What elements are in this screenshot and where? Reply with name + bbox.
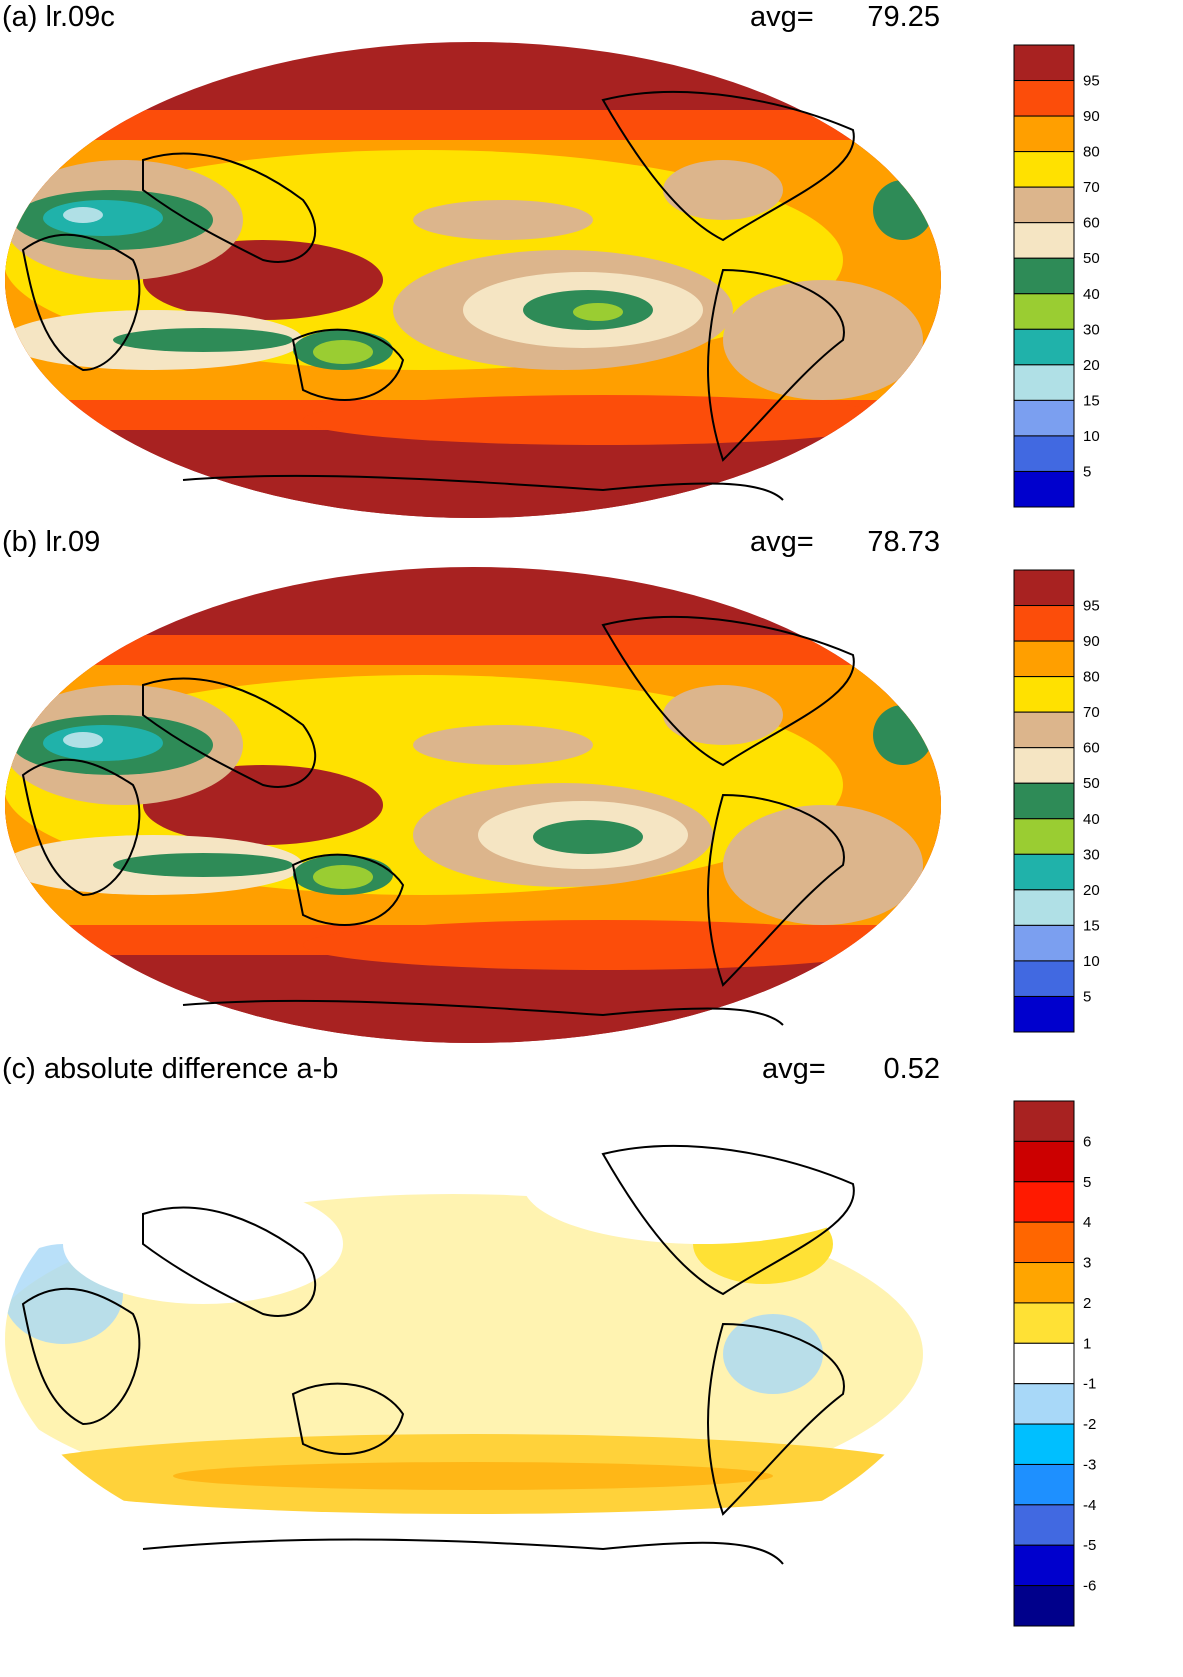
colorbar-tick-label: 50 (1083, 250, 1100, 267)
colorbar-tick-label: 30 (1083, 321, 1100, 338)
colorbar-tick-label: 70 (1083, 704, 1100, 721)
colorbar-tick-label: 90 (1083, 108, 1100, 125)
colorbar-swatch (1013, 782, 1075, 820)
colorbar-tick-label: 40 (1083, 286, 1100, 303)
colorbar-tick-label: -5 (1083, 1537, 1096, 1554)
colorbar-swatch (1013, 186, 1075, 224)
colorbar-tick-label: 5 (1083, 463, 1091, 480)
colorbar-swatch (1013, 399, 1075, 437)
colorbar-swatch (1013, 889, 1075, 926)
colorbar-swatch (1013, 1585, 1075, 1627)
colorbar-swatch (1013, 80, 1075, 117)
colorbar-swatch (1013, 1463, 1075, 1506)
colorbar-tick-label: 4 (1083, 1214, 1091, 1231)
colorbar-swatch (1013, 605, 1075, 642)
colorbar-swatch (1013, 1181, 1075, 1223)
colorbar-swatch (1013, 1504, 1075, 1546)
colorbar-tick-label: 1 (1083, 1335, 1091, 1352)
avg-value: 0.52 (883, 1053, 940, 1085)
colorbar-swatch (1013, 470, 1075, 508)
panel-c: (c) absolute difference a-b avg= 0.52 (0, 1052, 1183, 1677)
colorbar-swatch (1013, 995, 1075, 1033)
colorbar-swatch (1013, 293, 1075, 330)
colorbar-swatch (1013, 747, 1075, 784)
colorbar-swatch (1013, 1262, 1075, 1304)
colorbar-swatch (1013, 222, 1075, 259)
colorbar-tick-label: 95 (1083, 598, 1100, 615)
colorbar-swatch (1013, 676, 1075, 713)
colorbar-swatch (1013, 44, 1075, 82)
colorbar-swatch (1013, 569, 1075, 607)
colorbar-swatch (1013, 1100, 1075, 1142)
colorbar-tick-label: -1 (1083, 1376, 1096, 1393)
colorbar-swatch (1013, 435, 1075, 472)
colorbar-tick-label: 15 (1083, 917, 1100, 934)
colorbar-tick-label: 15 (1083, 392, 1100, 409)
avg-value: 79.25 (867, 1, 940, 33)
colorbar-swatch (1013, 1221, 1075, 1264)
colorbar-tick-label: 3 (1083, 1255, 1091, 1272)
colorbar-tick-label: 80 (1083, 669, 1100, 686)
panel-title: (a) lr.09c (2, 1, 115, 33)
colorbar-swatch (1013, 115, 1075, 153)
panel-a: (a) lr.09c avg= 79.25 (0, 0, 1183, 525)
colorbar-tick-label: 5 (1083, 1174, 1091, 1191)
colorbar-swatch (1013, 1342, 1075, 1385)
colorbar-tick-label: -6 (1083, 1578, 1096, 1595)
colorbar-tick-label: 60 (1083, 740, 1100, 757)
colorbar-tick-label: 40 (1083, 811, 1100, 828)
colorbar-tick-label: 2 (1083, 1295, 1091, 1312)
avg-label: avg= (762, 1053, 826, 1085)
colorbar-tick-label: 20 (1083, 357, 1100, 374)
avg-label: avg= (750, 526, 814, 558)
colorbar-swatch (1013, 853, 1075, 891)
colorbar-swatch (1013, 924, 1075, 962)
colorbar-tick-label: 10 (1083, 953, 1100, 970)
colorbar: 95 90 80 70 60 50 40 30 20 15 10 5 (1013, 44, 1100, 508)
colorbar-tick-label: 95 (1083, 73, 1100, 90)
colorbar-tick-label: 60 (1083, 215, 1100, 232)
colorbar-tick-label: 80 (1083, 144, 1100, 161)
colorbar-swatch (1013, 1544, 1075, 1587)
world-map (5, 567, 941, 1043)
colorbar-tick-label: -2 (1083, 1416, 1096, 1433)
colorbar-swatch (1013, 818, 1075, 855)
world-map (5, 1096, 941, 1582)
colorbar-tick-label: 10 (1083, 428, 1100, 445)
colorbar-swatch (1013, 257, 1075, 295)
colorbar-swatch (1013, 1423, 1075, 1465)
panel-title: (b) lr.09 (2, 526, 101, 558)
colorbar-tick-label: -3 (1083, 1456, 1096, 1473)
colorbar-tick-label: 50 (1083, 775, 1100, 792)
colorbar-tick-label: 20 (1083, 882, 1100, 899)
colorbar-tick-label: -4 (1083, 1497, 1096, 1514)
colorbar-swatch (1013, 960, 1075, 997)
colorbar: 95 90 80 70 60 50 40 30 20 15 10 5 (1013, 569, 1100, 1033)
colorbar-swatch (1013, 1302, 1075, 1344)
colorbar-swatch (1013, 1383, 1075, 1425)
colorbar-swatch (1013, 364, 1075, 401)
colorbar-swatch (1013, 1140, 1075, 1183)
colorbar-swatch (1013, 151, 1075, 188)
avg-label: avg= (750, 1, 814, 33)
colorbar-swatch (1013, 328, 1075, 366)
world-map (5, 42, 941, 518)
colorbar-tick-label: 70 (1083, 179, 1100, 196)
colorbar-tick-label: 5 (1083, 988, 1091, 1005)
colorbar: 6 5 4 3 2 1 -1 -2 -3 -4 -5 -6 (1013, 1100, 1096, 1627)
panel-b: (b) lr.09 avg= 78.73 (0, 525, 1183, 1052)
colorbar-swatch (1013, 640, 1075, 678)
panel-title: (c) absolute difference a-b (2, 1053, 339, 1085)
colorbar-tick-label: 6 (1083, 1133, 1091, 1150)
colorbar-swatch (1013, 711, 1075, 749)
colorbar-tick-label: 90 (1083, 633, 1100, 650)
colorbar-tick-label: 30 (1083, 846, 1100, 863)
avg-value: 78.73 (867, 526, 940, 558)
